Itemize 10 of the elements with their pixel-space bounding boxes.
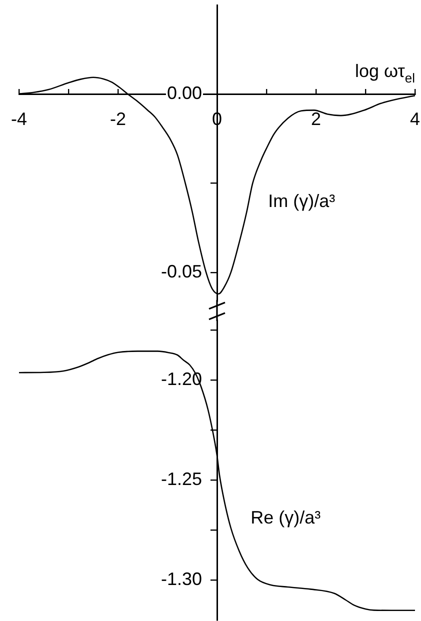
y-tick-label: -1.25	[160, 468, 202, 489]
series-label: Re (γ)/a³	[250, 508, 321, 528]
x-tick-label: 2	[310, 108, 322, 129]
x-tick-label: -4	[10, 108, 28, 129]
y-tick-label: 0.00	[166, 83, 202, 104]
y-tick-label: -0.05	[160, 261, 202, 282]
y-tick-label: -1.30	[160, 568, 202, 589]
x-tick-label: -2	[110, 108, 126, 129]
series-label: Im (γ)/a³	[268, 191, 336, 212]
x-tick-label: 4	[410, 108, 420, 129]
